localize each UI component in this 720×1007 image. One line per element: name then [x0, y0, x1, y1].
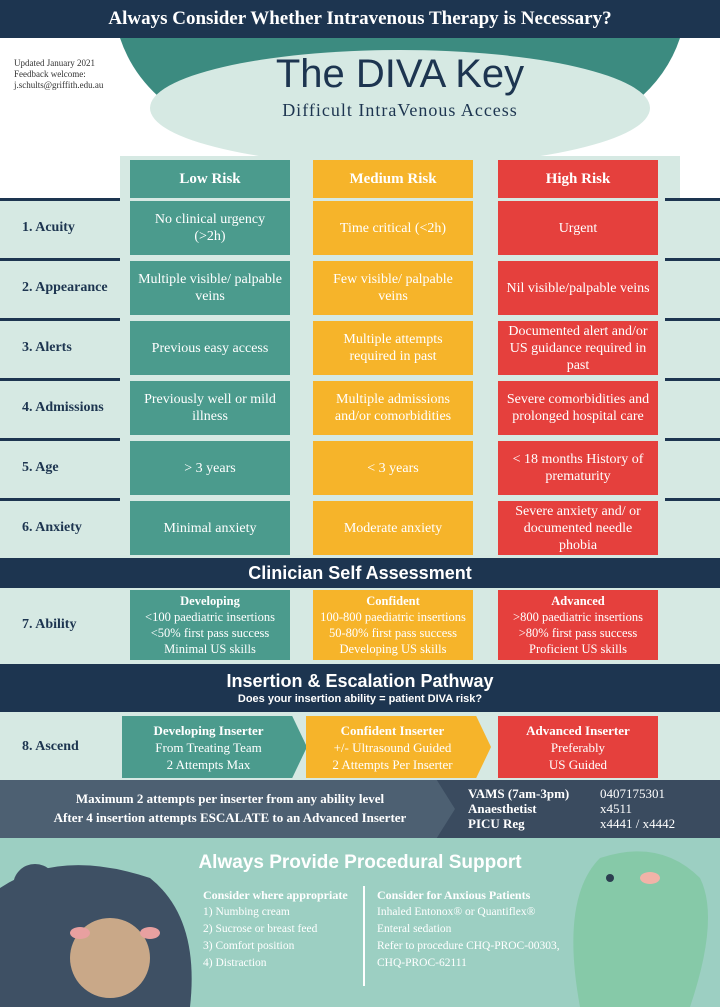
- ascend-line: From Treating Team: [155, 739, 262, 755]
- ability-title: Confident: [366, 594, 420, 608]
- ascend-line: 2 Attempts Per Inserter: [332, 756, 453, 772]
- risk-cell: Previous easy access: [130, 321, 290, 375]
- edge-bar: [665, 318, 720, 321]
- row-label: 8. Ascend: [22, 739, 79, 754]
- row-label: 5. Age: [0, 438, 120, 495]
- row-label: 2. Appearance: [0, 258, 120, 315]
- support-item: Refer to procedure CHQ-PROC-00303,: [377, 940, 560, 952]
- escalation-bg: [0, 780, 455, 838]
- support-divider: [363, 886, 365, 986]
- header-art: [0, 38, 720, 198]
- support-item: 1) Numbing cream: [203, 906, 290, 918]
- ability-title: Advanced: [551, 594, 605, 608]
- risk-cell: Multiple attempts required in past: [313, 321, 473, 375]
- support-item: 3) Comfort position: [203, 940, 295, 952]
- support-title: Consider for Anxious Patients: [377, 888, 531, 902]
- contact-name: Anaesthetist: [468, 801, 537, 816]
- edge-bar: [665, 498, 720, 501]
- meta-line: j.schults@griffith.edu.au: [14, 80, 104, 90]
- risk-cell: < 3 years: [313, 441, 473, 495]
- risk-cell: Urgent: [498, 201, 658, 255]
- ability-line: 100-800 paediatric insertions: [320, 610, 466, 624]
- row-label: 7. Ability: [22, 617, 77, 632]
- ascend-title: Developing Inserter: [153, 722, 264, 738]
- support-title: Consider where appropriate: [203, 888, 348, 902]
- support-item: Inhaled Entonox® or Quantiflex®: [377, 906, 536, 918]
- support-item: CHQ-PROC-62111: [377, 957, 467, 969]
- support-item: 2) Sucrose or breast feed: [203, 923, 318, 935]
- banner: Always Consider Whether Intravenous Ther…: [0, 0, 720, 38]
- ascend-title: Confident Inserter: [340, 722, 445, 738]
- column-header: High Risk: [498, 160, 658, 198]
- escalation-line: After 4 insertion attempts ESCALATE to a…: [53, 810, 407, 825]
- support-item: Enteral sedation: [377, 923, 452, 935]
- risk-cell: > 3 years: [130, 441, 290, 495]
- risk-cell: Previously well or mild illness: [130, 381, 290, 435]
- ability-line: Minimal US skills: [164, 642, 256, 656]
- ascend-line: US Guided: [548, 756, 608, 772]
- column-header: Medium Risk: [313, 160, 473, 198]
- title: The DIVA Key: [275, 52, 525, 96]
- ascend-cell: Advanced Inserter Preferably US Guided: [498, 716, 658, 778]
- contact-number: x4511: [600, 801, 633, 816]
- column-header: Low Risk: [130, 160, 290, 198]
- risk-cell: Few visible/ palpable veins: [313, 261, 473, 315]
- escalation-line: Maximum 2 attempts per inserter from any…: [75, 791, 385, 806]
- meta-line: Updated January 2021: [14, 58, 95, 68]
- risk-cell: Severe anxiety and/ or documented needle…: [498, 501, 658, 555]
- support-art: [0, 838, 720, 1007]
- risk-cell: Documented alert and/or US guidance requ…: [498, 321, 658, 375]
- row-label: 6. Anxiety: [0, 498, 120, 555]
- ability-cell: Confident 100-800 paediatric insertions 50…: [313, 590, 473, 660]
- row-label: 1. Acuity: [0, 198, 120, 255]
- contact-name: VAMS (7am-3pm): [468, 786, 570, 801]
- pathway-question: Does your insertion ability = patient DI…: [237, 693, 483, 705]
- risk-cell: Nil visible/palpable veins: [498, 261, 658, 315]
- risk-cell: Time critical (<2h): [313, 201, 473, 255]
- contact-number: 0407175301: [600, 786, 665, 801]
- ascend-line: Preferably: [550, 739, 606, 755]
- risk-cell: Multiple admissions and/or comorbidities: [313, 381, 473, 435]
- ability-line: >80% first pass success: [518, 626, 638, 640]
- section-heading: Clinician Self Assessment: [0, 558, 720, 588]
- subtitle: Difficult IntraVenous Access: [282, 100, 518, 120]
- ability-cell: Advanced >800 paediatric insertions >80% f…: [498, 590, 658, 660]
- edge-bar: [665, 438, 720, 441]
- risk-cell: Severe comorbidities and prolonged hospi…: [498, 381, 658, 435]
- edge-bar: [665, 198, 720, 201]
- ability-line: >800 paediatric insertions: [513, 610, 643, 624]
- edge-bar: [665, 258, 720, 261]
- ability-line: <100 paediatric insertions: [145, 610, 275, 624]
- ability-line: Proficient US skills: [529, 642, 627, 656]
- ability-line: Developing US skills: [339, 642, 447, 656]
- meta: Updated January 2021 Feedback welcome: j…: [14, 58, 103, 91]
- ability-title: Developing: [180, 594, 240, 608]
- row-label: 4. Admissions: [0, 378, 120, 435]
- ascend-line: 2 Attempts Max: [166, 756, 251, 772]
- ability-cell: Developing <100 paediatric insertions <50%…: [130, 590, 290, 660]
- ascend-line: +/- Ultrasound Guided: [333, 739, 452, 755]
- contact-name: PICU Reg: [468, 816, 525, 831]
- support-heading: Always Provide Procedural Support: [198, 852, 522, 873]
- risk-cell: Moderate anxiety: [313, 501, 473, 555]
- ascend-cell: Confident Inserter +/- Ultrasound Guided 2…: [306, 716, 491, 778]
- ability-line: 50-80% first pass success: [328, 626, 458, 640]
- meta-line: Feedback welcome:: [14, 69, 86, 79]
- row-label: 3. Alerts: [0, 318, 120, 375]
- risk-cell: Minimal anxiety: [130, 501, 290, 555]
- pathway-heading: Insertion & Escalation Pathway: [226, 671, 494, 691]
- risk-cell: < 18 months History of prematurity: [498, 441, 658, 495]
- contact-number: x4441 / x4442: [600, 816, 676, 831]
- ascend-cell: Developing Inserter From Treating Team 2 A…: [122, 716, 307, 778]
- edge-bar: [665, 378, 720, 381]
- risk-cell: Multiple visible/ palpable veins: [130, 261, 290, 315]
- section-heading: Insertion & Escalation Pathway Does your …: [0, 664, 720, 712]
- risk-cell: No clinical urgency (>2h): [130, 201, 290, 255]
- ascend-title: Advanced Inserter: [526, 722, 630, 738]
- support-item: 4) Distraction: [203, 957, 267, 969]
- ability-line: <50% first pass success: [150, 626, 270, 640]
